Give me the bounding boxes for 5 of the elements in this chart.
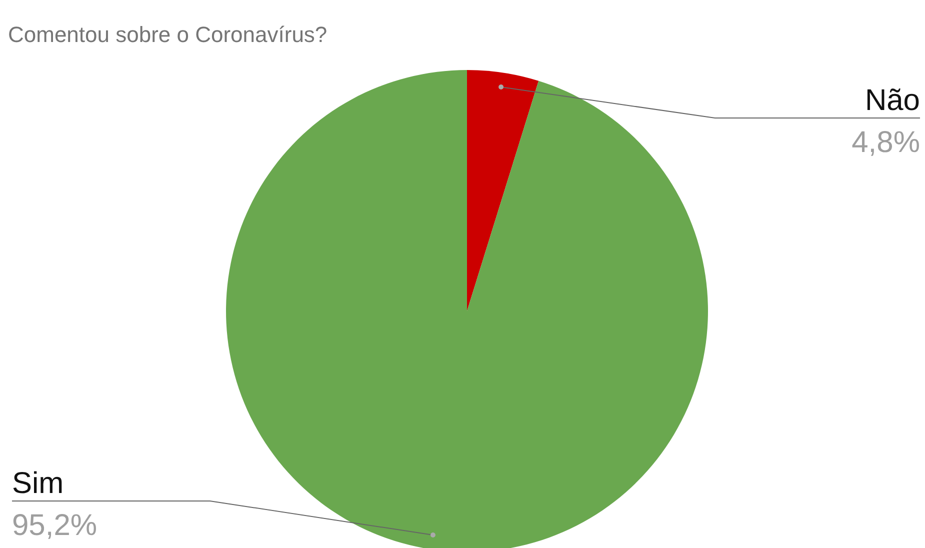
slice-label: Não [864,84,920,118]
data-label: 4,8% [852,126,920,160]
data-label: 95,2% [12,508,98,542]
slice-label: Sim [12,466,64,500]
chart-title: Comentou sobre o Coronavírus? [8,22,328,47]
